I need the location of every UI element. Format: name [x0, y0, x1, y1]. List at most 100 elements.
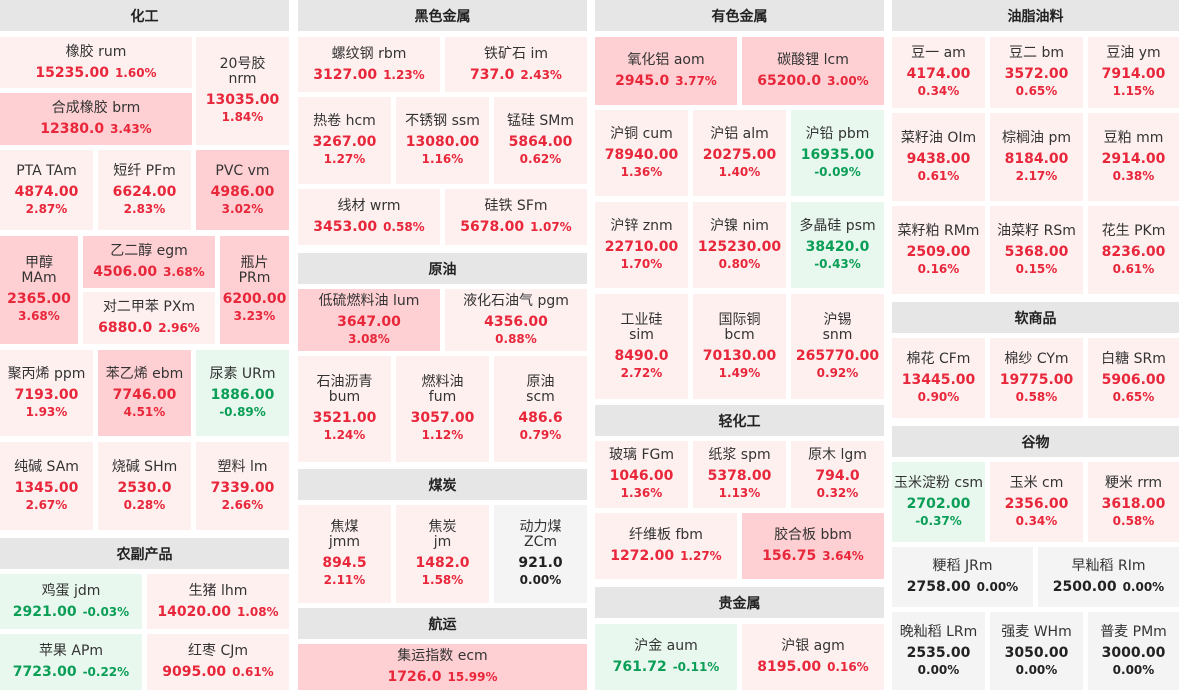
- futures-tile[interactable]: 工业硅 sim 8490.0 2.72%: [595, 294, 688, 399]
- futures-tile[interactable]: 纸浆 spm 5378.00 1.13%: [693, 441, 786, 508]
- futures-tile[interactable]: PVC vm 4986.00 3.02%: [196, 150, 289, 230]
- contract-price: 15235.00: [35, 64, 109, 81]
- contract-name: 螺纹钢 rbm: [331, 45, 407, 62]
- futures-tile[interactable]: 豆油 ym 7914.00 1.15%: [1088, 37, 1179, 108]
- futures-tile[interactable]: 焦炭 jm 1482.0 1.58%: [396, 505, 489, 603]
- futures-tile[interactable]: 动力煤 ZCm 921.0 0.00%: [494, 505, 587, 603]
- contract-price: 7339.00: [210, 479, 275, 496]
- futures-tile[interactable]: 玉米淀粉 csm 2702.00 -0.37%: [892, 462, 985, 542]
- futures-tile[interactable]: 国际铜 bcm 70130.00 1.49%: [693, 294, 786, 399]
- futures-tile[interactable]: 石油沥青 bum 3521.00 1.24%: [298, 356, 391, 462]
- futures-tile[interactable]: 沪铅 pbm 16935.00 -0.09%: [791, 110, 884, 196]
- futures-tile[interactable]: 瓶片 PRm 6200.00 3.23%: [220, 236, 289, 344]
- contract-price: 7723.00: [12, 664, 77, 680]
- futures-tile[interactable]: 合成橡胶 brm 12380.0 3.43%: [0, 93, 192, 145]
- futures-tile[interactable]: 多晶硅 psm 38420.0 -0.43%: [791, 202, 884, 288]
- contract-change-pct: 0.61%: [232, 665, 274, 679]
- contract-price: 156.75: [762, 548, 817, 564]
- futures-tile[interactable]: 20号胶 nrm 13035.00 1.84%: [196, 37, 289, 145]
- contract-price: 265770.00: [795, 347, 880, 364]
- contract-change-pct: 0.62%: [519, 152, 562, 166]
- futures-tile[interactable]: 沪铝 alm 20275.00 1.40%: [693, 110, 786, 196]
- futures-tile[interactable]: 塑料 lm 7339.00 2.66%: [196, 442, 289, 530]
- futures-tile[interactable]: 对二甲苯 PXm 6880.0 2.96%: [83, 292, 215, 344]
- futures-tile[interactable]: 鸡蛋 jdm 2921.00 -0.03%: [0, 574, 142, 629]
- futures-tile[interactable]: 原油 scm 486.6 0.79%: [494, 356, 587, 462]
- futures-tile[interactable]: 沪铜 cum 78940.00 1.36%: [595, 110, 688, 196]
- contract-change-pct: 3.68%: [18, 309, 60, 323]
- futures-tile[interactable]: 线材 wrm 3453.00 0.58%: [298, 189, 440, 245]
- futures-tile[interactable]: 铁矿石 im 737.0 2.43%: [445, 37, 587, 92]
- futures-tile[interactable]: 螺纹钢 rbm 3127.00 1.23%: [298, 37, 440, 92]
- futures-tile[interactable]: 燃料油 fum 3057.00 1.12%: [396, 356, 489, 462]
- futures-tile[interactable]: 橡胶 rum 15235.00 1.60%: [0, 37, 192, 88]
- futures-tile[interactable]: 豆一 am 4174.00 0.34%: [892, 37, 985, 108]
- futures-tile[interactable]: 红枣 CJm 9095.00 0.61%: [147, 634, 289, 690]
- contract-name: 沪锌 znm: [610, 217, 673, 234]
- futures-tile[interactable]: 液化石油气 pgm 4356.00 0.88%: [445, 289, 587, 351]
- futures-tile[interactable]: 沪银 agm 8195.00 0.16%: [742, 624, 884, 690]
- futures-tile[interactable]: 粳米 rrm 3618.00 0.58%: [1088, 462, 1179, 542]
- contract-name: 橡胶 rum: [65, 43, 127, 60]
- contract-change-pct: 1.58%: [421, 573, 464, 587]
- futures-tile[interactable]: 乙二醇 egm 4506.00 3.68%: [83, 236, 215, 288]
- futures-tile[interactable]: 粳稻 JRm 2758.00 0.00%: [892, 547, 1033, 607]
- contract-change-pct: 0.58%: [1112, 513, 1155, 528]
- futures-tile[interactable]: 白糖 SRm 5906.00 0.65%: [1088, 338, 1179, 418]
- futures-tile[interactable]: 焦煤 jmm 894.5 2.11%: [298, 505, 391, 603]
- contract-change-pct: 2.87%: [25, 201, 68, 216]
- contract-change-pct: 1.36%: [620, 164, 663, 179]
- futures-tile[interactable]: 普麦 PMm 3000.00 0.00%: [1088, 612, 1179, 690]
- contract-price: 20275.00: [702, 146, 777, 163]
- futures-tile[interactable]: 豆粕 mm 2914.00 0.38%: [1088, 113, 1179, 201]
- contract-price: 2945.0: [615, 73, 670, 89]
- futures-tile[interactable]: 玻璃 FGm 1046.00 1.36%: [595, 441, 688, 508]
- futures-tile[interactable]: PTA TAm 4874.00 2.87%: [0, 150, 93, 230]
- futures-tile[interactable]: 不锈钢 ssm 13080.00 1.16%: [396, 97, 489, 184]
- futures-tile[interactable]: 棕榈油 pm 8184.00 2.17%: [990, 113, 1083, 201]
- futures-tile[interactable]: 菜籽油 OIm 9438.00 0.61%: [892, 113, 985, 201]
- futures-tile[interactable]: 胶合板 bbm 156.75 3.64%: [742, 513, 884, 579]
- futures-tile[interactable]: 集运指数 ecm 1726.0 15.99%: [298, 644, 587, 690]
- contract-change-pct: 0.00%: [1112, 662, 1155, 677]
- futures-tile[interactable]: 沪镍 nim 125230.00 0.80%: [693, 202, 786, 288]
- futures-tile[interactable]: 锰硅 SMm 5864.00 0.62%: [494, 97, 587, 184]
- futures-tile[interactable]: 原木 lgm 794.0 0.32%: [791, 441, 884, 508]
- contract-name: 玻璃 FGm: [609, 447, 674, 463]
- futures-tile[interactable]: 热卷 hcm 3267.00 1.27%: [298, 97, 391, 184]
- futures-tile[interactable]: 硅铁 SFm 5678.00 1.07%: [445, 189, 587, 245]
- futures-tile[interactable]: 烧碱 SHm 2530.0 0.28%: [98, 442, 191, 530]
- futures-tile[interactable]: 甲醇 MAm 2365.00 3.68%: [0, 236, 78, 344]
- futures-tile[interactable]: 氧化铝 aom 2945.0 3.77%: [595, 37, 737, 105]
- futures-tile[interactable]: 苯乙烯 ebm 7746.00 4.51%: [98, 350, 191, 436]
- futures-tile[interactable]: 生猪 lhm 14020.00 1.08%: [147, 574, 289, 629]
- futures-tile[interactable]: 油菜籽 RSm 5368.00 0.15%: [990, 206, 1083, 294]
- futures-tile[interactable]: 菜籽粕 RMm 2509.00 0.16%: [892, 206, 985, 294]
- contract-price: 1886.00: [210, 386, 275, 403]
- contract-price: 2758.00: [906, 579, 971, 595]
- contract-change-pct: 3.68%: [163, 265, 205, 279]
- contract-name: 锰硅 SMm: [506, 113, 575, 129]
- futures-tile[interactable]: 短纤 PFm 6624.00 2.83%: [98, 150, 191, 230]
- section-header: 原油: [298, 253, 587, 284]
- futures-tile[interactable]: 纤维板 fbm 1272.00 1.27%: [595, 513, 737, 579]
- futures-tile[interactable]: 沪金 aum 761.72 -0.11%: [595, 624, 737, 690]
- futures-tile[interactable]: 沪锡 snm 265770.00 0.92%: [791, 294, 884, 399]
- futures-tile[interactable]: 沪锌 znm 22710.00 1.70%: [595, 202, 688, 288]
- futures-tile[interactable]: 尿素 URm 1886.00 -0.89%: [196, 350, 289, 436]
- futures-tile[interactable]: 苹果 APm 7723.00 -0.22%: [0, 634, 142, 690]
- contract-price: 5678.00: [460, 219, 525, 235]
- futures-tile[interactable]: 早籼稻 RIm 2500.00 0.00%: [1038, 547, 1179, 607]
- contract-change-pct: 0.90%: [917, 389, 960, 404]
- futures-tile[interactable]: 聚丙烯 ppm 7193.00 1.93%: [0, 350, 93, 436]
- futures-tile[interactable]: 花生 PKm 8236.00 0.61%: [1088, 206, 1179, 294]
- futures-tile[interactable]: 碳酸锂 lcm 65200.0 3.00%: [742, 37, 884, 105]
- futures-tile[interactable]: 晚籼稻 LRm 2535.00 0.00%: [892, 612, 985, 690]
- futures-tile[interactable]: 豆二 bm 3572.00 0.65%: [990, 37, 1083, 108]
- futures-tile[interactable]: 低硫燃料油 lum 3647.00 3.08%: [298, 289, 440, 351]
- futures-tile[interactable]: 玉米 cm 2356.00 0.34%: [990, 462, 1083, 542]
- futures-tile[interactable]: 强麦 WHm 3050.00 0.00%: [990, 612, 1083, 690]
- futures-tile[interactable]: 纯碱 SAm 1345.00 2.67%: [0, 442, 93, 530]
- futures-tile[interactable]: 棉纱 CYm 19775.00 0.58%: [990, 338, 1083, 418]
- futures-tile[interactable]: 棉花 CFm 13445.00 0.90%: [892, 338, 985, 418]
